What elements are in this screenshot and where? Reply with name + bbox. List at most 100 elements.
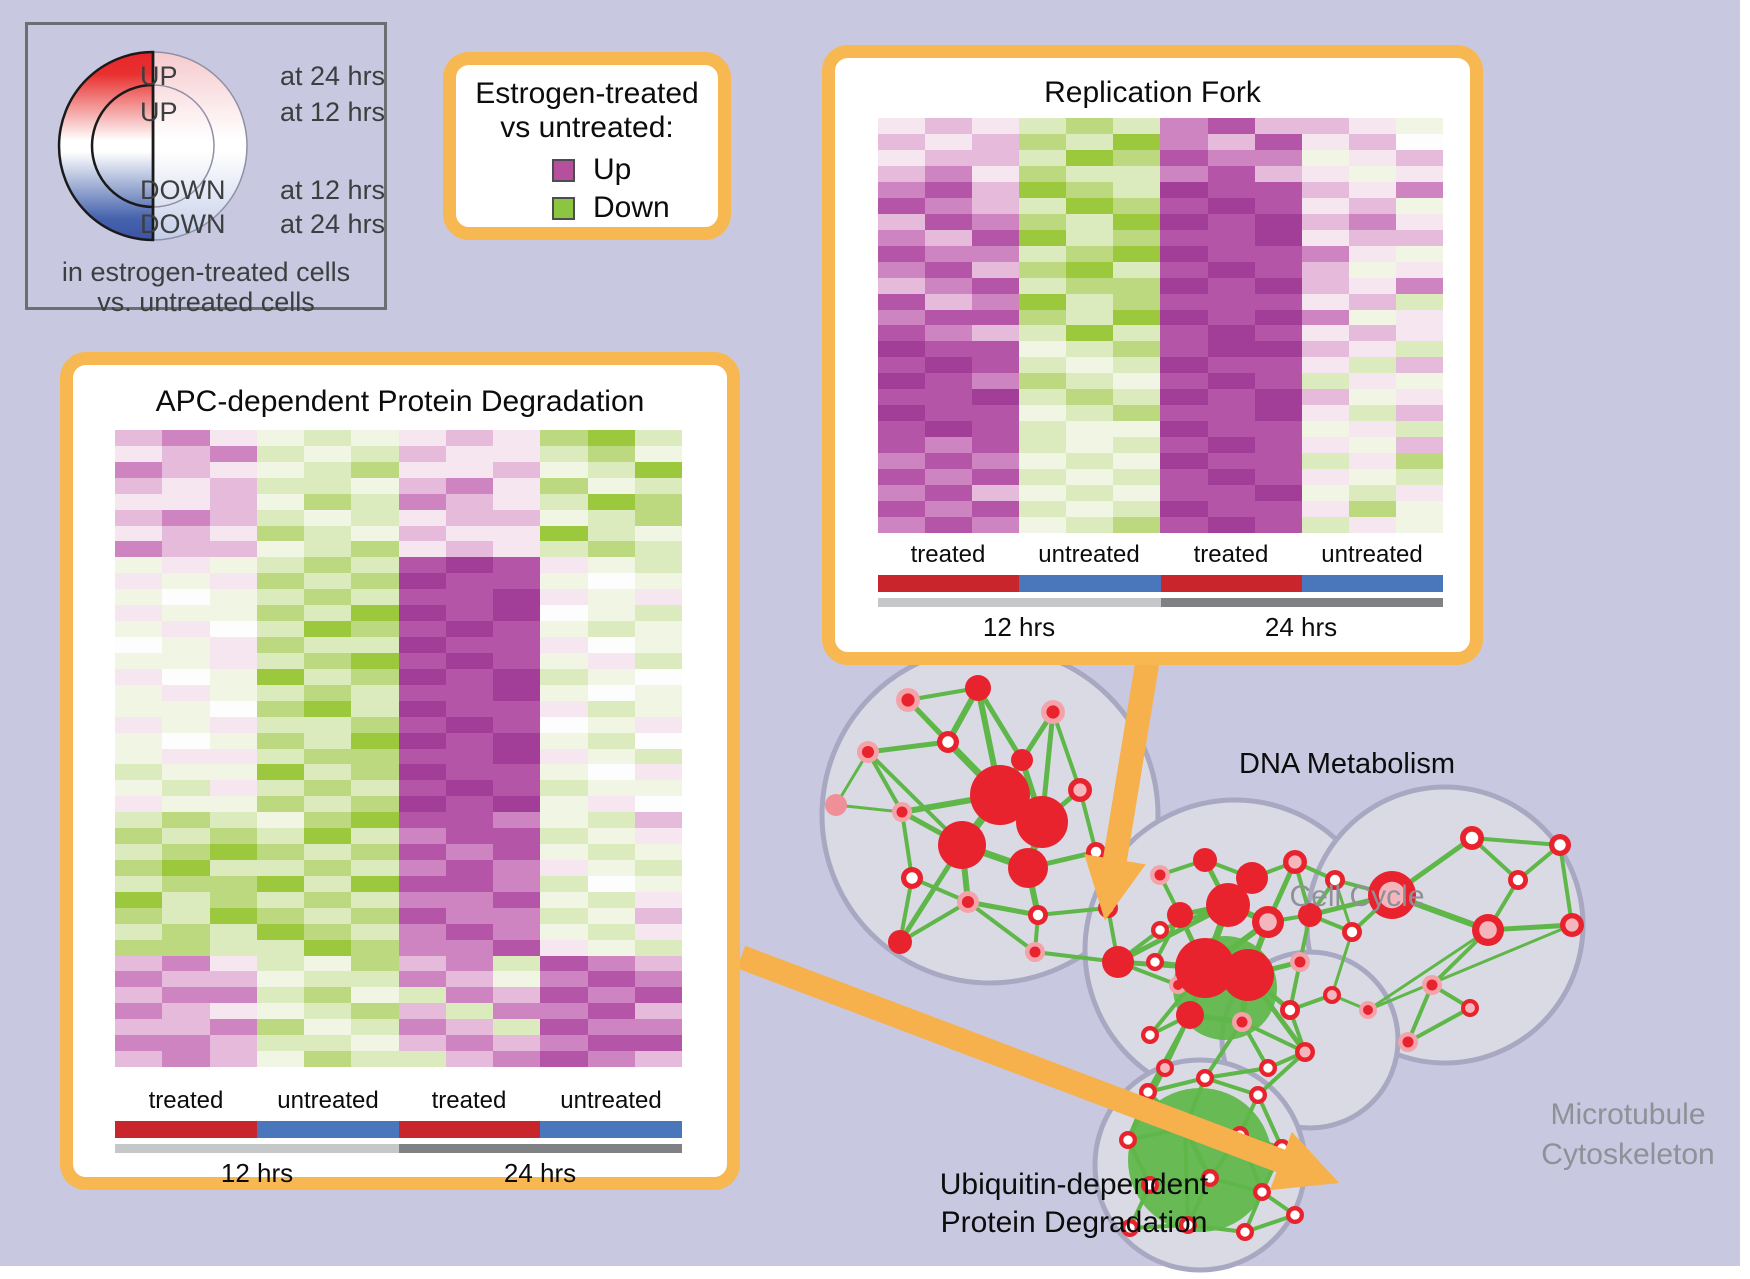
network-node-pinkring-center [901,693,915,707]
heatmap-cell [1207,405,1255,422]
heatmap-cell [304,637,352,653]
heatmap-cell [304,955,352,972]
heatmap-cell [1160,309,1208,326]
heatmap-cell [493,828,541,845]
heatmap-cell [634,987,682,1004]
heatmap-cell [972,293,1020,310]
heatmap-cell [925,453,973,470]
heatmap-cell [1160,453,1208,470]
heatmap-cell [209,605,257,622]
heatmap-cell [1348,373,1396,390]
apc-group-label-1: untreated [277,1087,379,1114]
inner-ring-vivid-half [90,83,155,209]
heatmap-cell [209,509,257,526]
network-node-solid [1016,796,1068,848]
heatmap-cell [972,245,1020,262]
heatmap-cell [1113,357,1161,374]
heatmap-cell [1395,229,1443,246]
heatmap-cell [1395,213,1443,230]
heatmap-cell [162,780,210,797]
heatmap-cell [493,732,541,749]
heatmap-cell [209,541,257,558]
heatmap-cell [587,573,635,590]
heatmap-cell [878,261,926,278]
heatmap-cell [398,445,446,462]
heatmap-cell [115,796,163,813]
heatmap-cell [398,764,446,781]
network-edge [1330,930,1354,997]
heatmap-cell [1254,389,1302,406]
heatmap-cell [634,732,682,749]
heatmap-cell [445,859,493,876]
heatmap-cell [493,875,541,892]
heatmap-cell [925,389,973,406]
heatmap-cell [1301,261,1349,278]
heatmap-cell [634,1035,682,1052]
up-label: Up [593,153,632,186]
heatmap-cell [1301,245,1349,262]
heatmap-cell [1019,389,1067,406]
heatmap-cell [587,637,635,653]
heatmap-cell [162,541,210,558]
heatmap-cell [1348,229,1396,246]
heatmap-cell [115,621,163,638]
heatmap-cell [304,605,352,622]
heatmap-cell [493,764,541,781]
heatmap-cell [540,764,588,781]
heatmap-cell [445,987,493,1004]
network-edge [865,739,951,755]
heatmap-cell [972,277,1020,294]
heatmap-cell [925,421,973,438]
heatmap-cell [209,573,257,590]
heatmap-cell [493,780,541,797]
heatmap-cell [115,907,163,924]
heatmap-cell [351,1051,399,1067]
heatmap-cell [304,875,352,892]
heatmap-cell [493,923,541,940]
network-edge [1366,928,1490,1012]
heatmap-cell [925,357,973,374]
heatmap-cell [398,1051,446,1067]
network-node-ring-center [1253,1090,1263,1100]
heatmap-cell [1207,293,1255,310]
heatmap-cell [972,165,1020,182]
heatmap-cell [634,971,682,988]
heatmap-cell [162,684,210,701]
heatmap-cell [540,1051,588,1067]
heatmap-cell [1113,277,1161,294]
heatmap-cell [115,668,163,685]
heatmap-cell [162,844,210,860]
heatmap-cell [398,557,446,574]
heatmap-cell [1348,453,1396,470]
heatmap-cell [1348,197,1396,214]
heatmap-cell [1066,165,1114,182]
heatmap-cell [634,1019,682,1036]
network-edge [1558,843,1574,927]
heatmap-cell [304,939,352,956]
network-node-ring-center [1290,1210,1300,1220]
heatmap-cell [115,605,163,622]
heatmap-cell [1019,373,1067,390]
heatmap-cell [445,621,493,638]
network-node-ring-center [1145,1180,1155,1190]
heatmap-cell [1019,341,1067,358]
apc-group-label-0: treated [148,1087,224,1114]
heatmap-cell [304,716,352,733]
heatmap-cell [1207,245,1255,262]
heatmap-cell [398,477,446,494]
heatmap-cell [351,987,399,1004]
network-node-ring-center [906,872,918,884]
heatmap-cell [878,453,926,470]
heatmap-cell [1066,133,1114,150]
heatmap-cell [1160,293,1208,310]
heatmap-cell [256,621,304,638]
heatmap-cell [587,716,635,733]
heatmap-cell [493,525,541,542]
heatmap-cell [972,309,1020,326]
heatmap-cell [972,453,1020,470]
heatmap-cell [878,181,926,198]
heatmap-cell [351,732,399,749]
heatmap-cell [925,325,973,342]
heatmap-cell [445,637,493,653]
